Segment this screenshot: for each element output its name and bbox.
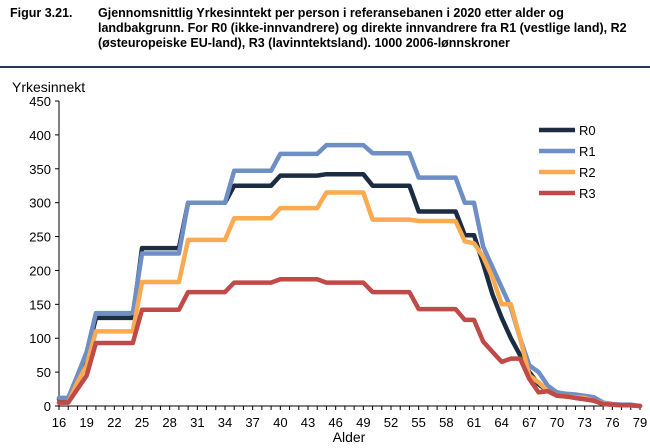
axes: 0 50 100 150 200 250 300 350 400 450 16 19 22 25 28 31 3… <box>29 94 647 430</box>
figure-title: Gjennomsnittlig Yrkesinntekt per person … <box>98 6 627 50</box>
legend-label-r1: R1 <box>579 144 596 159</box>
legend-label-r0: R0 <box>579 123 596 138</box>
x-tick-label: 37 <box>245 415 259 430</box>
series-line-r0 <box>56 171 643 409</box>
series-line-r2 <box>56 190 643 409</box>
x-tick-label: 70 <box>550 415 564 430</box>
x-tick-label: 43 <box>301 415 315 430</box>
x-tick-label: 49 <box>356 415 370 430</box>
x-tick-label: 76 <box>605 415 619 430</box>
legend-label-r2: R2 <box>579 165 596 180</box>
x-axis-label: Alder <box>333 429 366 445</box>
x-tick-label: 16 <box>52 415 66 430</box>
y-tick-label: 350 <box>29 162 51 177</box>
x-tick-label: 55 <box>411 415 425 430</box>
y-tick-label: 0 <box>44 399 51 414</box>
title-divider <box>0 66 650 68</box>
x-tick-label: 22 <box>107 415 121 430</box>
y-axis-label: Yrkesinnekt <box>12 79 85 95</box>
x-tick-label: 34 <box>218 415 232 430</box>
x-tick-label: 19 <box>79 415 93 430</box>
x-tick-label: 52 <box>384 415 398 430</box>
series-lines <box>56 142 643 409</box>
x-tick-label: 46 <box>328 415 342 430</box>
y-tick-label: 100 <box>29 331 51 346</box>
y-tick-label: 200 <box>29 263 51 278</box>
y-tick-label: 450 <box>29 94 51 109</box>
x-tick-label: 31 <box>190 415 204 430</box>
x-tick-label: 40 <box>273 415 287 430</box>
figure-number: Figur 3.21. <box>10 6 73 20</box>
series-line-r3 <box>56 277 643 409</box>
x-tick-label: 28 <box>162 415 176 430</box>
x-tick-label: 61 <box>467 415 481 430</box>
series-line-r1 <box>56 142 643 409</box>
y-tick-label: 300 <box>29 196 51 211</box>
x-tick-label: 73 <box>577 415 591 430</box>
x-tick-label: 79 <box>633 415 647 430</box>
y-tick-label: 150 <box>29 297 51 312</box>
x-tick-label: 25 <box>135 415 149 430</box>
x-tick-label: 58 <box>439 415 453 430</box>
legend-label-r3: R3 <box>579 186 596 201</box>
y-tick-label: 250 <box>29 230 51 245</box>
x-tick-label: 67 <box>522 415 536 430</box>
y-tick-label: 400 <box>29 128 51 143</box>
legend: R0 R1 R2 R3 <box>539 123 596 201</box>
y-tick-label: 50 <box>37 365 51 380</box>
x-tick-label: 64 <box>494 415 508 430</box>
